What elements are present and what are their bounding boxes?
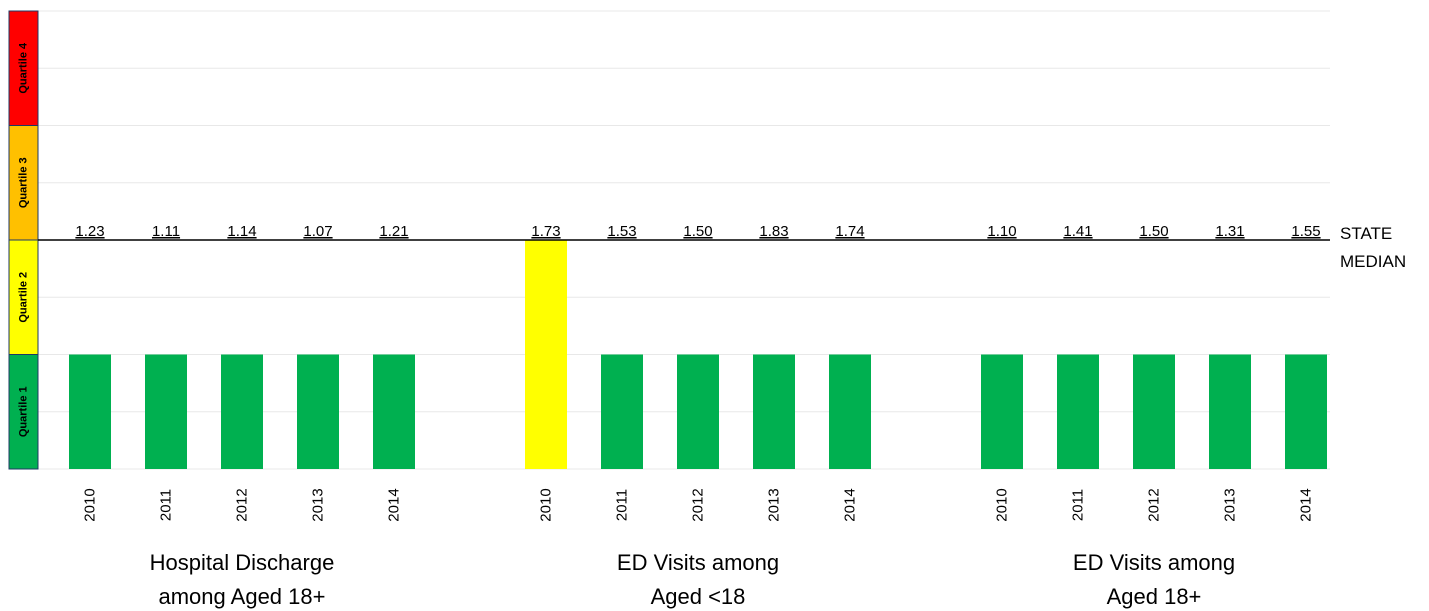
year-label: 2011	[1070, 489, 1087, 521]
quartile-label: Quartile 3	[18, 157, 30, 208]
value-label: 1.31	[1215, 223, 1244, 240]
bar	[69, 354, 111, 469]
group-label-line1: ED Visits among	[617, 550, 779, 575]
year-label: 2010	[82, 488, 99, 521]
year-label: 2014	[1298, 488, 1315, 521]
bar	[221, 354, 263, 469]
value-label: 1.41	[1063, 223, 1092, 240]
group-labels: Hospital Discharge among Aged 18+ ED Visit…	[150, 550, 1235, 609]
bar	[1133, 354, 1175, 469]
bar	[145, 354, 187, 469]
year-label: 2013	[1222, 488, 1239, 521]
bar	[753, 354, 795, 469]
year-label: 2013	[310, 488, 327, 521]
group-label-line2: Aged 18+	[1107, 584, 1202, 609]
value-label: 1.53	[607, 223, 636, 240]
bar	[981, 354, 1023, 469]
group-label-line1: Hospital Discharge	[150, 550, 335, 575]
value-label: 1.14	[227, 223, 256, 240]
value-label: 1.50	[1139, 223, 1168, 240]
value-labels: 1.23 1.11 1.14 1.07 1.21 1.73 1.53 1.50 1.83 1.74…	[75, 223, 1320, 240]
quartile-label: Quartile 1	[18, 386, 30, 437]
quartile-band	[8, 239, 39, 355]
year-label: 2012	[234, 488, 251, 521]
value-label: 1.21	[379, 223, 408, 240]
bar	[297, 354, 339, 469]
year-label: 2014	[842, 488, 859, 521]
value-label: 1.50	[683, 223, 712, 240]
median-label-line1: STATE	[1340, 224, 1392, 243]
year-label: 2014	[386, 488, 403, 521]
year-labels: 2010 2011 2012 2013 2014 2010 2011 2012 2013 2014…	[82, 488, 1315, 521]
median-label-line2: MEDIAN	[1340, 252, 1406, 271]
group-label-line2: among Aged 18+	[159, 584, 326, 609]
value-label: 1.10	[987, 223, 1016, 240]
year-label: 2011	[158, 489, 175, 521]
bar	[1209, 354, 1251, 469]
quartile-label: Quartile 2	[18, 272, 30, 323]
bar	[373, 354, 415, 469]
year-label: 2012	[1146, 488, 1163, 521]
year-label: 2013	[766, 488, 783, 521]
bar	[677, 354, 719, 469]
year-label: 2012	[690, 488, 707, 521]
year-label: 2010	[994, 488, 1011, 521]
value-label: 1.11	[152, 223, 180, 240]
value-label: 1.55	[1291, 223, 1320, 240]
value-label: 1.74	[835, 223, 864, 240]
state-median-label: STATE MEDIAN	[1340, 224, 1406, 271]
bar	[1057, 354, 1099, 469]
year-label: 2010	[538, 488, 555, 521]
value-label: 1.07	[303, 223, 332, 240]
quartile-band	[8, 354, 39, 470]
bars	[69, 240, 1327, 469]
value-label: 1.23	[75, 223, 104, 240]
value-label: 1.73	[531, 223, 560, 240]
bar	[829, 354, 871, 469]
value-label: 1.83	[759, 223, 788, 240]
group-label-line1: ED Visits among	[1073, 550, 1235, 575]
quartile-scale: Quartile 1 Quartile 2 Quartile 3 Quartile 4	[8, 10, 39, 470]
bar	[601, 354, 643, 469]
year-label: 2011	[614, 489, 631, 521]
quartile-band	[8, 10, 39, 126]
bar	[525, 240, 567, 469]
quartile-label: Quartile 4	[18, 42, 30, 94]
bar	[1285, 354, 1327, 469]
group-label-line2: Aged <18	[651, 584, 746, 609]
